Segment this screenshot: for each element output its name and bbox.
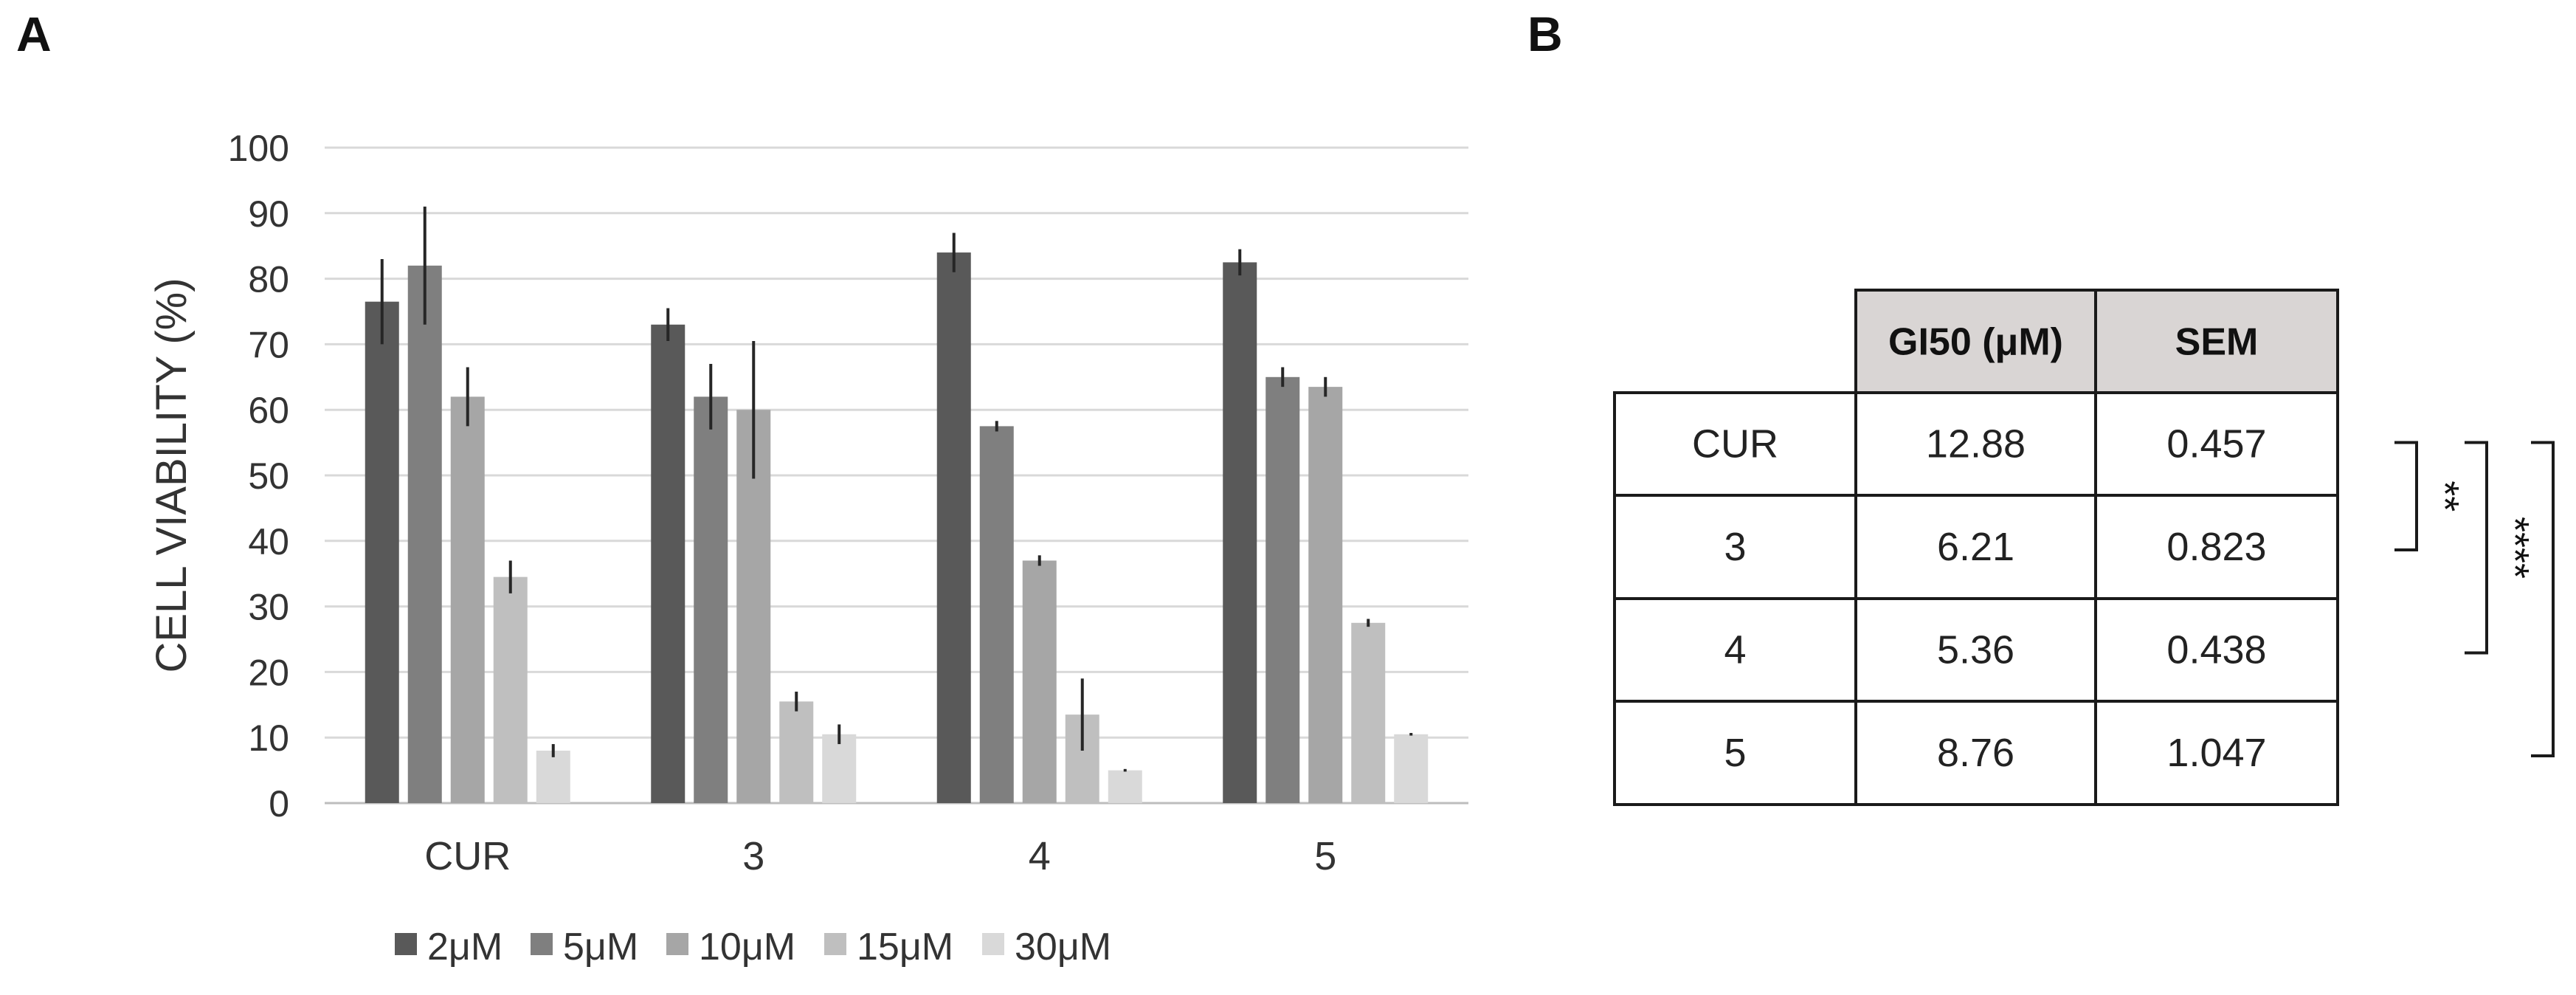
table-cell-value: 12.88 xyxy=(1926,422,2026,466)
table-cell-value: 0.457 xyxy=(2166,422,2266,466)
significance-label: **** xyxy=(2493,517,2537,579)
legend-swatch xyxy=(395,933,417,955)
x-tick-label: 5 xyxy=(1314,834,1336,878)
panel-a-label: A xyxy=(16,7,52,61)
table-cell-value: 4 xyxy=(1724,628,1746,672)
table-header-cell xyxy=(2094,289,2339,394)
y-tick-label: 10 xyxy=(248,717,289,759)
table-cell-value: 0.438 xyxy=(2166,628,2266,672)
bar xyxy=(822,734,857,803)
significance-bracket xyxy=(2531,441,2555,757)
bar xyxy=(1265,376,1300,803)
legend-swatch xyxy=(531,933,553,955)
table-cell xyxy=(1613,391,1857,497)
y-tick-label: 60 xyxy=(248,390,289,431)
bar xyxy=(1351,622,1386,803)
y-tick-label: 80 xyxy=(248,259,289,300)
table-cell-value: CUR xyxy=(1692,422,1778,466)
significance-label: ** xyxy=(2423,481,2467,512)
bar xyxy=(936,252,971,804)
table-cell xyxy=(1854,700,2097,806)
table-cell-value: 8.76 xyxy=(1937,731,2014,775)
bar xyxy=(536,750,570,803)
y-tick-label: 90 xyxy=(248,193,289,235)
y-tick-label: 70 xyxy=(248,324,289,365)
table-cell-value: 6.21 xyxy=(1937,525,2014,569)
table-cell xyxy=(1854,391,2097,497)
bar xyxy=(779,701,814,803)
bar xyxy=(1308,387,1343,803)
x-tick-label: 3 xyxy=(742,834,764,878)
table-cell xyxy=(1613,494,1857,600)
table-cell xyxy=(2094,494,2339,600)
y-tick-label: 40 xyxy=(248,521,289,562)
table-cell-value: 3 xyxy=(1724,525,1746,569)
y-axis-label: CELL VIABILITY (%) xyxy=(148,278,196,672)
x-tick-label: CUR xyxy=(424,834,511,878)
bar xyxy=(651,324,686,803)
table-cell xyxy=(2094,597,2339,703)
bar xyxy=(694,396,728,803)
legend-swatch xyxy=(824,933,846,955)
bar xyxy=(979,426,1014,803)
significance-label: ** xyxy=(2559,584,2576,615)
legend-label: 5μM xyxy=(563,926,638,968)
bar xyxy=(407,265,442,804)
table-cell xyxy=(1854,597,2097,703)
table-cell-value: 1.047 xyxy=(2166,731,2266,775)
significance-bracket xyxy=(2394,441,2418,551)
bar xyxy=(1022,560,1057,803)
bar xyxy=(493,576,528,803)
significance-bracket xyxy=(2465,441,2488,655)
legend-label: 10μM xyxy=(699,926,795,968)
bar xyxy=(450,396,485,803)
legend-swatch xyxy=(982,933,1004,955)
y-tick-label: 20 xyxy=(248,652,289,693)
table-cell-value: 5.36 xyxy=(1937,628,2014,672)
legend-swatch xyxy=(666,933,688,955)
x-tick-label: 4 xyxy=(1029,834,1051,878)
y-tick-label: 0 xyxy=(269,783,289,824)
y-tick-label: 30 xyxy=(248,587,289,628)
table-cell xyxy=(2094,391,2339,497)
legend-label: 30μM xyxy=(1015,926,1111,968)
table-cell xyxy=(1613,700,1857,806)
legend-label: 15μM xyxy=(857,926,953,968)
y-tick-label: 50 xyxy=(248,455,289,497)
table-header-label: GI50 (μM) xyxy=(1888,321,2063,364)
panel-b-label: B xyxy=(1527,7,1563,61)
bar xyxy=(1223,262,1257,803)
y-tick-label: 100 xyxy=(228,128,289,169)
table-header-cell xyxy=(1854,289,2097,394)
table-cell-value: 0.823 xyxy=(2166,525,2266,569)
table-header-label: SEM xyxy=(2175,321,2259,364)
bar xyxy=(1108,770,1142,803)
table-cell-value: 5 xyxy=(1724,731,1746,775)
bar xyxy=(1394,734,1429,803)
bar xyxy=(365,301,399,803)
table-cell xyxy=(2094,700,2339,806)
legend-label: 2μM xyxy=(427,926,503,968)
